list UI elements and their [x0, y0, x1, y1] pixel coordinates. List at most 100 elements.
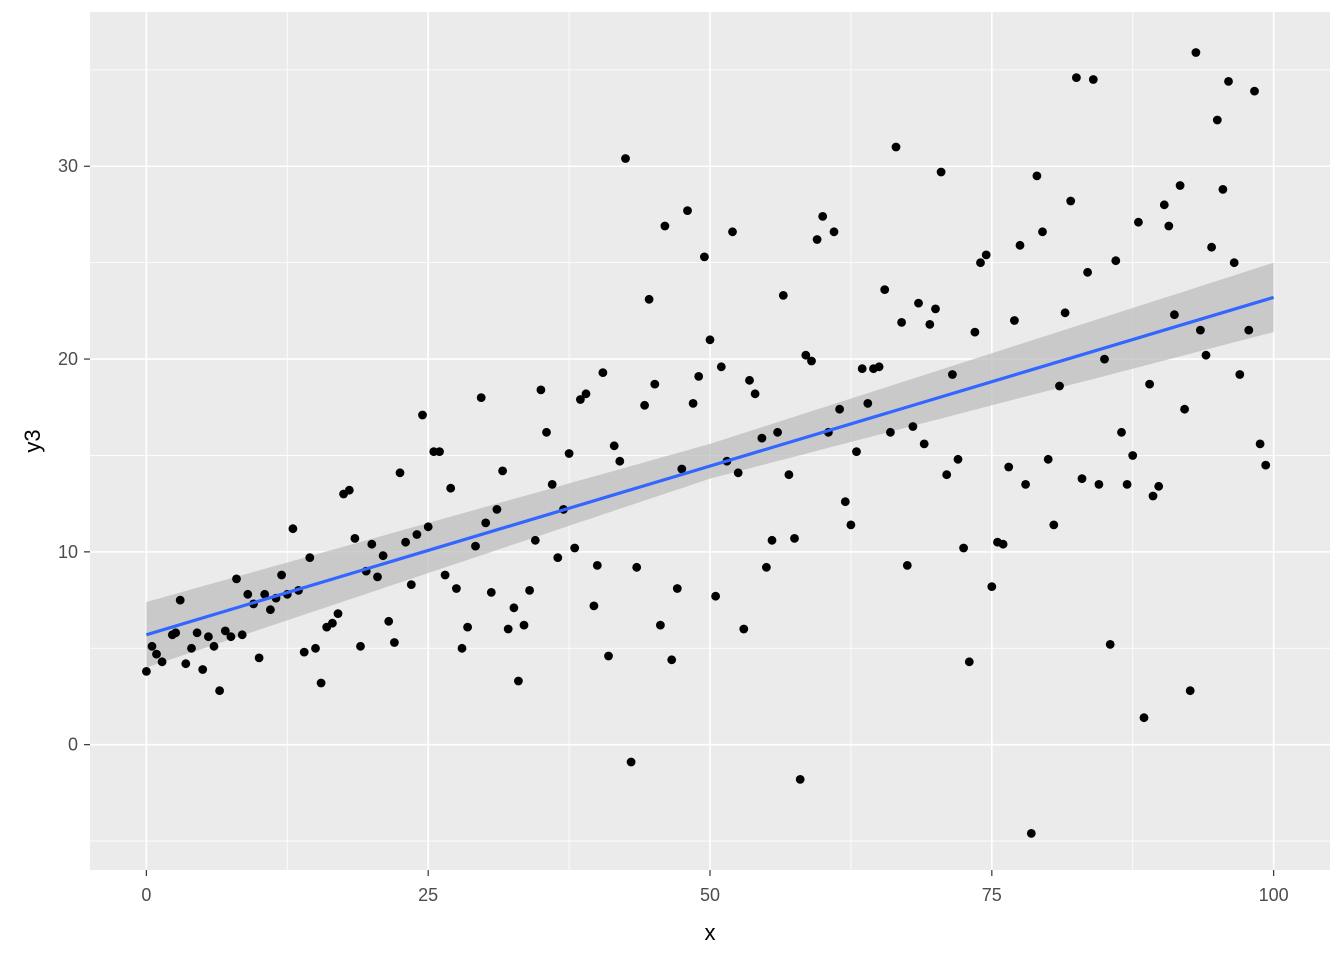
data-point — [356, 641, 365, 651]
data-point — [1094, 480, 1104, 489]
x-axis-ticks: 0 25 50 75 100 — [141, 870, 1289, 905]
data-point — [897, 318, 906, 327]
data-point — [925, 320, 935, 329]
data-point — [1122, 480, 1132, 489]
y-axis-ticks: 0 10 20 30 — [58, 156, 90, 755]
data-point — [683, 206, 692, 216]
data-point — [542, 427, 551, 437]
data-point — [481, 518, 491, 528]
data-point — [452, 584, 461, 593]
data-point — [1170, 310, 1179, 320]
data-point — [509, 603, 519, 613]
data-point — [530, 535, 540, 545]
data-point — [1055, 381, 1064, 391]
data-point — [1244, 325, 1254, 335]
data-point — [147, 641, 157, 651]
data-point — [908, 422, 918, 431]
data-point — [1026, 829, 1036, 838]
data-point — [260, 589, 270, 599]
data-point — [553, 553, 563, 562]
x-tick-label: 50 — [700, 885, 720, 905]
data-point — [576, 395, 585, 404]
data-point — [440, 570, 450, 580]
data-point — [931, 304, 940, 314]
data-point — [1207, 242, 1216, 252]
data-point — [660, 221, 670, 231]
data-point — [237, 630, 247, 640]
y-tick-label: 10 — [58, 542, 78, 562]
data-point — [519, 620, 529, 630]
data-point — [390, 638, 399, 647]
data-point — [378, 551, 388, 561]
data-point — [902, 561, 912, 570]
data-point — [1100, 354, 1109, 364]
data-point — [852, 447, 861, 456]
data-point — [919, 439, 929, 449]
data-point — [1154, 481, 1164, 491]
y-tick-label: 20 — [58, 349, 78, 369]
data-point — [209, 641, 219, 651]
data-point — [503, 624, 513, 634]
data-point — [886, 427, 895, 437]
x-tick-label: 0 — [141, 885, 151, 905]
data-point — [1128, 451, 1138, 460]
data-point — [435, 447, 444, 456]
data-point — [175, 595, 185, 605]
data-point — [1066, 196, 1076, 206]
data-point — [784, 470, 794, 480]
data-point — [688, 399, 698, 408]
data-point — [344, 485, 354, 495]
data-point — [609, 441, 619, 451]
data-point — [373, 572, 382, 582]
y-axis-title: y3 — [20, 429, 45, 452]
data-point — [640, 400, 649, 410]
data-point — [1196, 325, 1205, 335]
data-point — [1175, 181, 1185, 190]
data-point — [733, 468, 743, 478]
data-point — [767, 535, 777, 545]
data-point — [818, 212, 828, 221]
x-tick-label: 25 — [418, 885, 438, 905]
data-point — [1159, 200, 1169, 210]
data-point — [711, 591, 720, 601]
data-point — [677, 464, 687, 474]
data-point — [1072, 73, 1081, 82]
data-point — [1255, 439, 1265, 449]
data-point — [192, 628, 202, 638]
data-point — [626, 757, 636, 767]
data-point — [863, 399, 873, 408]
data-point — [705, 335, 715, 345]
data-point — [1004, 462, 1014, 472]
x-tick-label: 75 — [982, 885, 1002, 905]
data-point — [152, 649, 161, 659]
data-point — [914, 298, 923, 308]
data-point — [1105, 640, 1115, 649]
x-axis-title: x — [705, 920, 716, 945]
data-point — [807, 356, 816, 366]
data-point — [970, 327, 980, 337]
data-point — [1201, 350, 1211, 360]
data-point — [773, 427, 782, 437]
data-point — [1015, 240, 1025, 250]
data-point — [498, 466, 507, 476]
data-point — [463, 622, 472, 632]
data-point — [350, 534, 360, 543]
data-point — [171, 628, 181, 638]
data-point — [243, 589, 253, 599]
data-point — [181, 659, 191, 669]
data-point — [1038, 227, 1047, 237]
data-point — [812, 235, 822, 244]
data-point — [778, 291, 788, 300]
data-point — [621, 154, 630, 163]
data-point — [1032, 171, 1042, 181]
data-point — [656, 620, 665, 630]
major-gridlines — [90, 12, 1330, 870]
data-point — [650, 379, 660, 389]
data-point — [1111, 256, 1121, 266]
data-point — [187, 643, 196, 653]
data-point — [694, 372, 704, 381]
data-point — [486, 588, 496, 597]
data-point — [1083, 267, 1092, 277]
data-point — [514, 676, 523, 686]
data-point — [1117, 427, 1126, 437]
